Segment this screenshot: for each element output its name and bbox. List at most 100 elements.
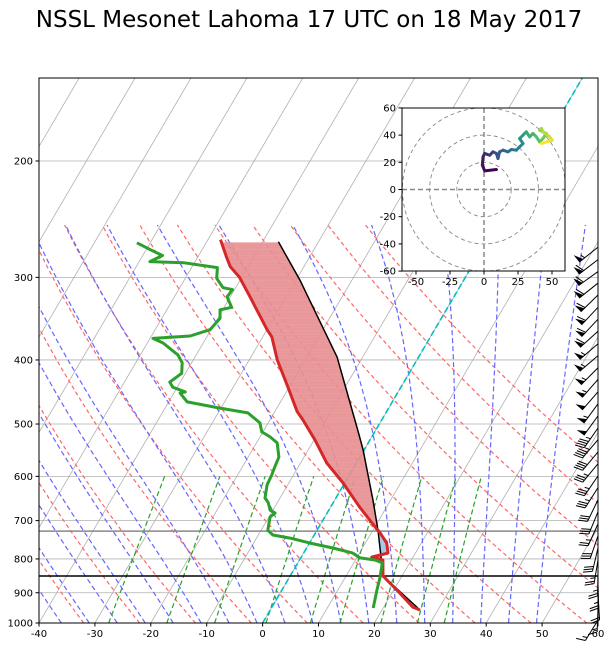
hodograph-segment — [485, 170, 497, 171]
barb-full — [579, 501, 588, 503]
hodograph-y-tick-label: 20 — [383, 158, 396, 169]
wind-barb — [581, 536, 598, 559]
isotherm-gridline — [598, 78, 610, 623]
barb-flag — [573, 267, 582, 274]
wind-barb — [585, 560, 598, 585]
barb-full — [577, 491, 586, 494]
cape-fill — [222, 243, 280, 244]
y-tick-label: 800 — [14, 554, 33, 565]
barb-full — [579, 533, 588, 534]
hodograph-y-tick-label: 0 — [390, 185, 396, 196]
barb-half — [583, 636, 588, 637]
barb-half — [586, 437, 591, 438]
hodograph-y-tick-label: 40 — [383, 131, 396, 142]
hodograph-y-tick-label: -40 — [380, 239, 396, 250]
y-tick-label: 700 — [14, 516, 33, 527]
x-tick-label: 40 — [480, 629, 493, 640]
isotherm-gridline — [0, 78, 79, 623]
barb-half — [593, 590, 598, 591]
hodograph: -50 -25 0 25 50 60 40 20 0 -20 -40 -60 — [380, 103, 566, 288]
wind-barb — [574, 440, 598, 458]
barb-full — [578, 489, 587, 492]
isotherm-gridline — [0, 78, 247, 623]
barb-full — [577, 443, 586, 446]
wind-barb — [573, 272, 598, 286]
hodograph-segment — [541, 142, 546, 144]
barb-full — [584, 569, 593, 570]
y-tick-label: 1000 — [8, 619, 33, 630]
barb-staff — [588, 524, 598, 546]
barb-staff — [584, 476, 598, 496]
barb-full — [579, 545, 588, 546]
x-tick-label: 20 — [368, 629, 381, 640]
barb-staff — [579, 272, 598, 286]
y-tick-label: 300 — [14, 273, 33, 284]
barb-half — [582, 390, 586, 392]
y-tick-label: 900 — [14, 588, 33, 599]
y-axis-ticks: 1000 900 800 700 600 500 400 300 200 — [8, 156, 39, 629]
hodograph-x-tick-label: 0 — [481, 277, 487, 288]
wind-barb — [574, 331, 598, 347]
barb-half — [583, 416, 588, 417]
wind-barb — [583, 548, 598, 572]
hodograph-x-tick-label: 25 — [512, 277, 525, 288]
barb-full — [579, 518, 588, 519]
y-tick-label: 500 — [14, 420, 33, 431]
barb-full — [584, 566, 593, 567]
hodograph-x-tick-label: 50 — [546, 277, 559, 288]
x-tick-label: 30 — [424, 629, 437, 640]
barb-half — [582, 378, 586, 380]
y-tick-label: 400 — [14, 355, 33, 366]
barb-full — [583, 571, 592, 572]
barb-full — [576, 506, 585, 508]
barb-full — [580, 531, 589, 532]
barb-half — [585, 487, 590, 488]
barb-half — [581, 352, 585, 354]
barb-full — [577, 503, 586, 505]
barb-full — [575, 445, 584, 448]
mixing-ratio-line — [266, 476, 314, 623]
barb-staff — [581, 295, 598, 312]
mixing-ratio-line — [167, 476, 220, 623]
barb-staff — [588, 500, 598, 522]
barb-full — [585, 581, 594, 582]
x-tick-label: -20 — [143, 629, 159, 640]
isotherm-gridline — [0, 78, 303, 623]
barb-flag — [577, 418, 587, 423]
wind-barb — [576, 488, 598, 508]
x-tick-label: 10 — [312, 629, 325, 640]
wind-barb — [579, 524, 598, 546]
y-tick-label: 600 — [14, 472, 33, 483]
barb-flag — [575, 378, 585, 384]
barb-full — [576, 638, 585, 640]
hodograph-x-tick-label: -50 — [408, 277, 424, 288]
barb-full — [578, 441, 587, 444]
barb-full — [580, 516, 589, 517]
hodograph-y-tick-label: -20 — [380, 212, 396, 223]
x-tick-label: 50 — [536, 629, 549, 640]
barb-full — [579, 439, 588, 442]
chart-title: NSSL Mesonet Lahoma 17 UTC on 18 May 201… — [36, 7, 582, 33]
x-tick-label: 60 — [592, 629, 605, 640]
barb-full — [575, 493, 584, 496]
x-tick-label: -10 — [199, 629, 215, 640]
wind-barb — [573, 260, 598, 275]
barb-staff — [584, 404, 598, 423]
y-tick-label: 200 — [14, 156, 33, 167]
hodograph-y-tick-label: -60 — [380, 267, 396, 278]
wind-barb — [574, 247, 598, 262]
barb-flag — [575, 404, 585, 410]
barb-staff — [579, 283, 598, 298]
barb-full — [580, 542, 589, 543]
hodograph-x-tick-label: -25 — [442, 277, 458, 288]
barb-flag — [577, 430, 587, 435]
hodograph-y-tick-label: 60 — [383, 103, 396, 114]
x-tick-label: 0 — [259, 629, 265, 640]
wind-barb — [575, 295, 598, 312]
barb-staff — [584, 416, 598, 435]
x-tick-label: -40 — [31, 629, 47, 640]
barb-half — [585, 500, 590, 501]
mixing-ratio-line — [310, 476, 355, 623]
barb-flag — [575, 392, 585, 398]
